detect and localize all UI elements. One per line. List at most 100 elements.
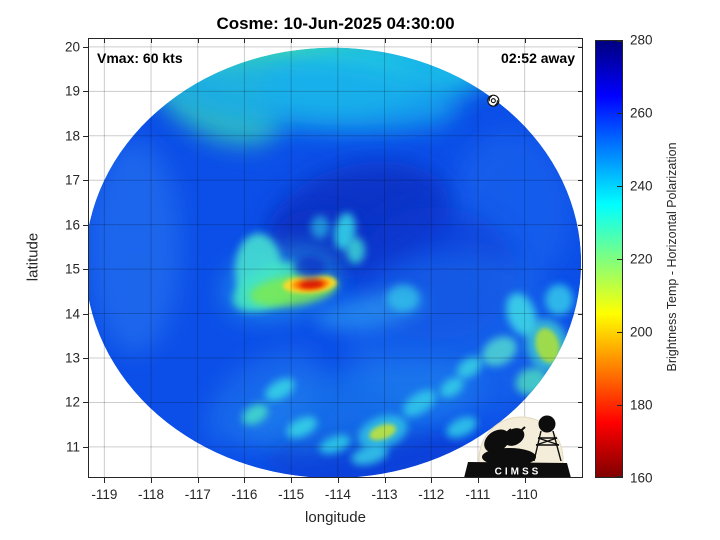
feature-eye-dark-notch [293,255,327,278]
colorbar-tick-label: 220 [630,251,653,267]
y-tick-label: 13 [64,350,80,366]
x-tick-mark [104,478,106,483]
feature-cell-6 [351,445,388,466]
eta-annotation: 02:52 away [501,50,575,66]
dish-feed-2-icon [513,426,526,438]
colorbar-tick-label: 280 [630,32,653,48]
water-tower-ball-icon [538,415,556,433]
y-tick-mark-right [578,180,582,182]
x-tick-label: -115 [278,487,305,502]
x-tick-mark-top [384,39,386,43]
colorbar-label: Brightness Temp - Horizontal Polarizatio… [665,142,679,372]
y-tick-label: 12 [64,394,80,410]
x-tick-label: -119 [91,487,118,502]
y-tick-mark [83,313,88,315]
x-tick-mark [337,478,339,483]
y-tick-mark-right [578,446,582,448]
feature-cell-11 [506,293,537,336]
feature-eyewall-red-core [299,280,324,289]
y-tick-mark [83,446,88,448]
plot-title: Cosme: 10-Jun-2025 04:30:00 [216,14,455,33]
feature-cell-9 [456,356,483,379]
x-tick-mark-top [337,39,339,43]
x-tick-label: -112 [418,487,445,502]
x-tick-mark [291,478,293,483]
grid-lines [88,38,583,478]
colorbar-tick-mark [617,41,622,42]
y-tick-mark [83,135,88,137]
brightness-temp-field: CIMSS [88,38,583,478]
feature-cell-5-yellow [369,423,397,441]
x-tick-label: -113 [371,487,398,502]
y-tick-mark-right [578,224,582,226]
x-tick-label: -110 [511,487,538,502]
feature-cell-4 [319,434,351,454]
y-tick-mark [83,224,88,226]
x-tick-mark [197,478,199,483]
colorbar-tick-label: 240 [630,178,653,194]
x-tick-mark-top [524,39,526,43]
x-tick-mark [244,478,246,483]
x-tick-mark [524,478,526,483]
y-tick-label: 20 [64,39,80,55]
feature-cell-10 [481,336,517,367]
feature-patch-east [386,284,420,312]
y-tick-mark [83,402,88,404]
feature-cell-3 [286,416,318,438]
cimss-logo: CIMSS [464,415,571,478]
colorbar-tick-label: 160 [630,470,653,486]
x-tick-mark-top [244,39,246,43]
feature-left-rim-light [88,140,182,354]
plot-area: CIMSS Vmax: 60 kts 02:52 away [88,38,583,478]
x-tick-mark-top [477,39,479,43]
feature-cell-7 [403,389,436,417]
y-tick-label: 14 [64,306,80,322]
colorbar-tick-label: 260 [630,105,653,121]
y-tick-mark [83,269,88,271]
feature-cell-8 [440,377,464,398]
cimss-banner [464,462,571,478]
y-tick-mark-right [578,402,582,404]
y-tick-label: 11 [65,439,80,455]
y-axis-label: latitude [24,232,42,282]
feature-cell-1 [265,378,295,401]
y-tick-mark [83,358,88,359]
x-tick-mark [431,478,433,483]
colorbar-tick-mark [617,405,622,406]
y-tick-label: 16 [64,217,80,233]
x-tick-mark-top [197,39,199,43]
feature-cell-14 [446,416,477,438]
x-tick-mark-top [104,39,106,43]
colorbar-tick-mark [617,332,622,333]
colorbar-tick-label: 200 [630,324,653,340]
y-tick-mark-right [578,313,582,315]
y-tick-mark-right [578,135,582,137]
colorbar-tick-mark [617,186,622,187]
colorbar-tick-mark [617,476,622,477]
feature-cell-2 [242,404,269,425]
x-tick-label: -116 [231,487,258,502]
x-tick-mark-top [291,39,293,43]
vmax-annotation: Vmax: 60 kts [97,50,183,66]
hurricane-marker-icon [487,94,500,107]
x-tick-label: -117 [184,487,211,502]
y-tick-mark [83,91,88,93]
colorbar-tick-mark [617,113,622,114]
y-tick-mark [83,180,88,182]
y-tick-mark-right [578,91,582,93]
y-tick-label: 19 [64,83,80,99]
feature-cell-12-yellow [535,328,560,363]
x-tick-mark [384,478,386,483]
x-tick-label: -118 [138,487,165,502]
feature-rainband-sw [205,350,321,446]
x-tick-mark [477,478,479,483]
satellite-swath [88,47,582,478]
colorbar-tick-label: 180 [630,397,653,413]
colorbar-tick-mark [617,259,622,260]
y-tick-mark-right [578,358,582,359]
feature-hook-cyan-3 [310,215,330,239]
logo-base-silhouette [482,448,536,466]
feature-top-cyan-band [160,58,459,134]
y-tick-mark-right [578,269,582,271]
